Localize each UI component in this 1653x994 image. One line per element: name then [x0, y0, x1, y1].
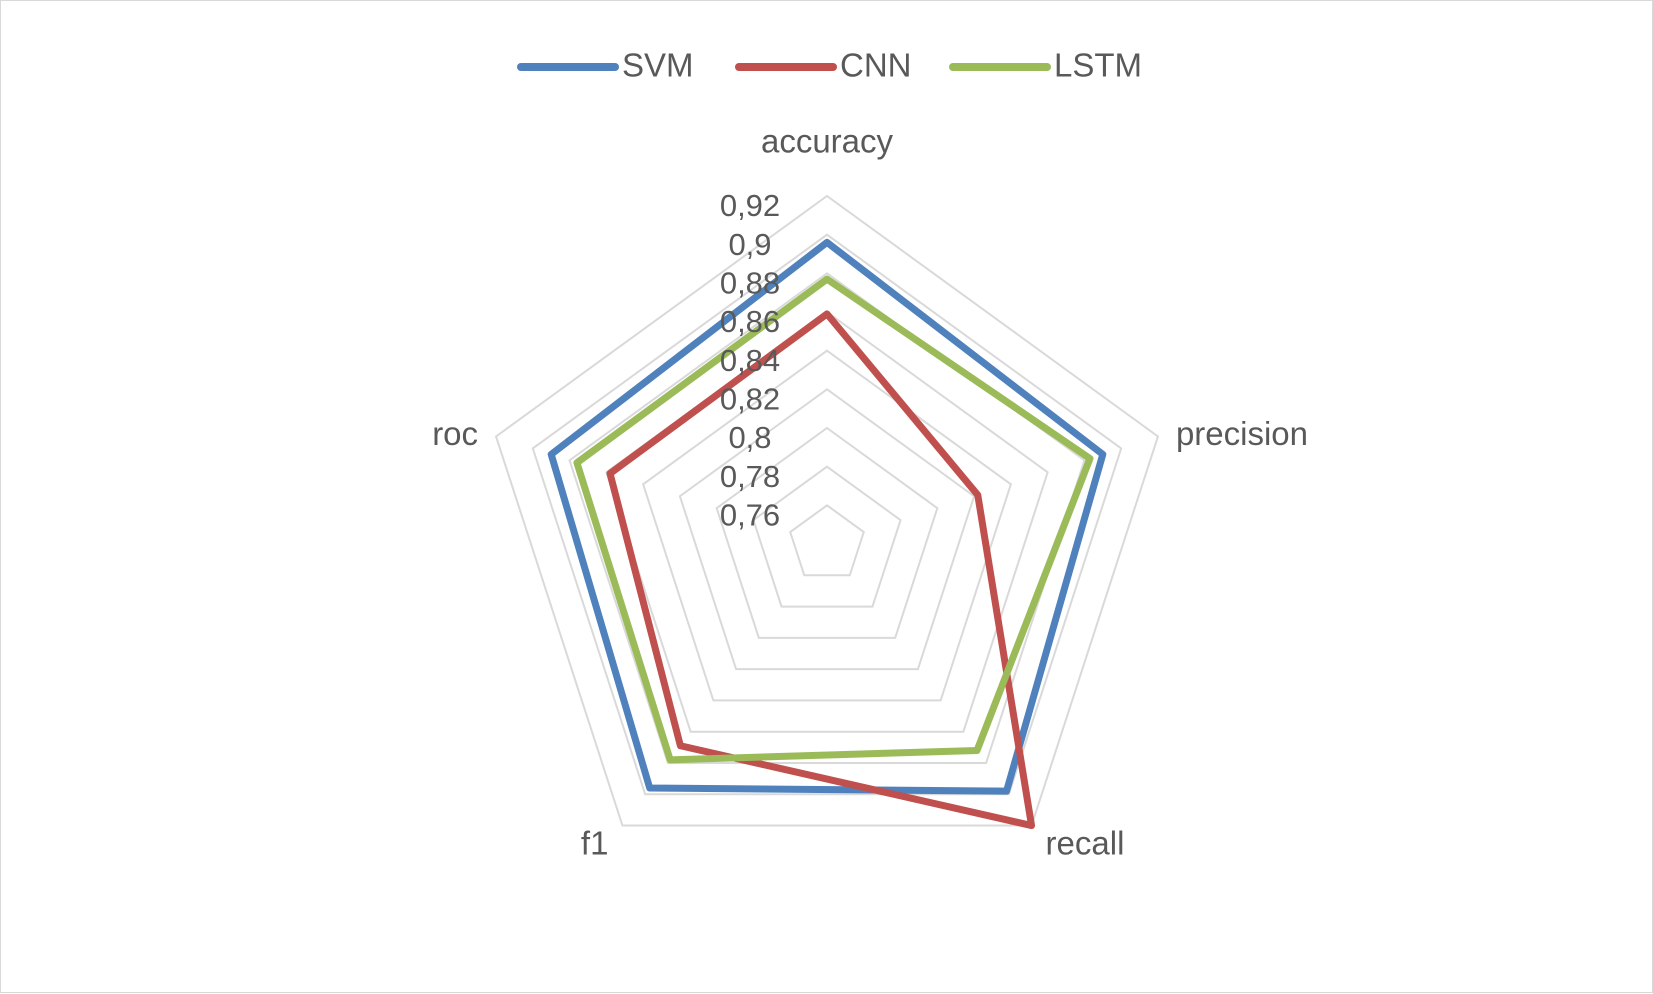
grid-ring [715, 426, 939, 639]
data-point-cnn-recall [1029, 823, 1034, 828]
data-point-svm-precision [1100, 452, 1105, 457]
tick-label: 0,92 [720, 188, 780, 223]
data-point-lstm-f1 [668, 757, 673, 762]
axis-label-f1: f1 [581, 824, 609, 861]
grid-ring [678, 388, 976, 671]
grid-ring [789, 504, 865, 577]
tick-label: 0,86 [720, 304, 780, 339]
legend-label-svm: SVM [622, 47, 694, 84]
data-point-cnn-precision [975, 493, 980, 498]
tick-label: 0,84 [720, 343, 780, 378]
series-group [547, 238, 1107, 830]
tick-label: 0,78 [720, 459, 780, 494]
data-point-cnn-f1 [678, 743, 683, 748]
data-point-svm-roc [549, 452, 554, 457]
tick-label: 0,8 [728, 420, 771, 455]
data-point-lstm-recall [975, 748, 980, 753]
data-point-lstm-roc [574, 460, 579, 465]
data-point-svm-f1 [647, 785, 652, 790]
data-point-cnn-roc [608, 471, 613, 476]
axis-label-precision: precision [1176, 415, 1308, 452]
tick-label: 0,88 [720, 266, 780, 301]
tick-label: 0,9 [728, 227, 771, 262]
data-point-lstm-precision [1087, 456, 1092, 461]
legend-label-cnn: CNN [840, 47, 912, 84]
axis-label-accuracy: accuracy [761, 123, 894, 160]
grid-ring [494, 194, 1160, 827]
grid-ring [752, 465, 902, 608]
series-line-lstm [573, 275, 1094, 764]
data-point-lstm-accuracy [825, 277, 829, 282]
grid-ring [531, 233, 1123, 796]
legend-label-lstm: LSTM [1054, 47, 1142, 84]
tick-label: 0,76 [720, 498, 780, 533]
data-point-svm-accuracy [825, 240, 829, 245]
tick-labels: 0,76 0,78 0,80,82 0,84 0,860,88 0,9 0,92 [720, 188, 780, 532]
legend: SVM CNN LSTM [517, 47, 1142, 84]
grid-ring [641, 349, 1013, 702]
axis-label-roc: roc [432, 415, 478, 452]
data-point-svm-recall [1004, 789, 1009, 794]
axis-labels: accuracy precision recall f1 roc [432, 123, 1308, 862]
axis-label-recall: recall [1046, 824, 1125, 861]
series-line-cnn [606, 310, 1036, 830]
tick-label: 0,82 [720, 382, 780, 417]
series-line-svm [547, 238, 1107, 795]
data-point-cnn-accuracy [825, 311, 829, 316]
